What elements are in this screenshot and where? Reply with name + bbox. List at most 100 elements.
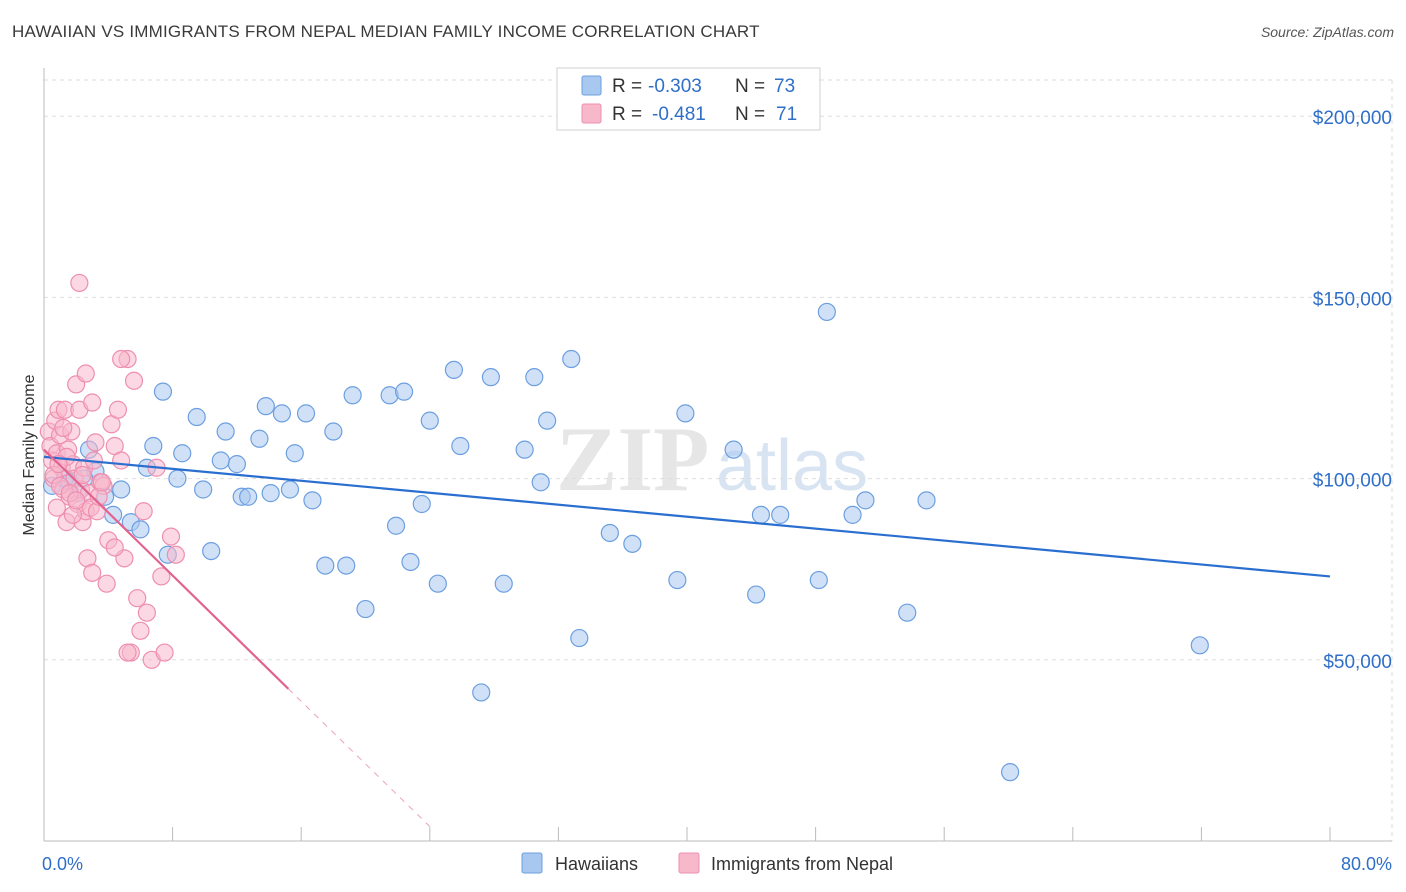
bottom-legend-swatch-hawaiians <box>521 852 543 874</box>
x-tick-label-max: 80.0% <box>1341 854 1392 874</box>
nepal-point <box>86 433 105 452</box>
legend-r-label-2: R = <box>612 104 642 125</box>
watermark-zip: ZIP <box>556 408 709 510</box>
hawaiians-point <box>131 520 150 539</box>
hawaiians-point <box>856 491 875 510</box>
hawaiians-point <box>898 603 917 622</box>
hawaiians-point <box>104 505 123 524</box>
hawaiians-point <box>144 436 163 456</box>
nepal-point <box>67 491 86 510</box>
legend-swatch-hawaiians <box>581 75 602 96</box>
hawaiians-point <box>303 491 322 510</box>
y-tick-label: $50,000 <box>1323 652 1392 673</box>
chart-title: HAWAIIAN VS IMMIGRANTS FROM NEPAL MEDIAN… <box>12 22 760 41</box>
nepal-point <box>112 451 131 470</box>
legend-swatch-nepal <box>581 103 602 124</box>
hawaiians-point <box>316 556 335 575</box>
hawaiians-trend-line <box>43 455 1331 578</box>
hawaiians-point <box>272 404 292 423</box>
nepal-point <box>92 473 111 492</box>
nepal-point <box>118 643 137 662</box>
hawaiians-point <box>1190 636 1209 655</box>
nepal-point <box>134 502 153 521</box>
bottom-legend-swatch-nepal <box>678 852 700 874</box>
hawaiians-point <box>173 444 192 463</box>
hawaiians-point <box>843 505 862 524</box>
hawaiians-point <box>256 397 275 416</box>
source-label: Source: ZipAtlas.com <box>1260 24 1394 40</box>
hawaiians-point <box>531 473 550 492</box>
hawaiians-point <box>494 574 513 593</box>
nepal-point <box>73 465 92 485</box>
hawaiians-point <box>261 484 280 503</box>
hawaiians-point <box>194 480 213 499</box>
axes: $50,000 $100,000 $150,000 $200,000 0.0% 80.0% <box>42 68 1392 874</box>
hawaiians-point <box>515 440 534 459</box>
nepal-trend-line <box>43 448 290 690</box>
nepal-point <box>128 589 147 608</box>
hawaiians-point <box>356 599 375 619</box>
hawaiians-point <box>324 422 343 441</box>
hawaiians-point <box>187 407 206 427</box>
hawaiians-point <box>202 541 221 561</box>
hawaiians-point <box>623 534 642 553</box>
y-tick-label: $200,000 <box>1313 108 1392 129</box>
hawaiians-point <box>112 480 131 499</box>
nepal-point <box>97 574 116 593</box>
hawaiians-point <box>917 491 936 510</box>
nepal-point <box>105 538 124 557</box>
hawaiians-point <box>668 570 687 590</box>
nepal-point <box>124 371 144 390</box>
hawaiians-point <box>1001 763 1020 782</box>
hawaiians-point <box>771 505 790 524</box>
hawaiians-point <box>394 382 414 401</box>
nepal-point <box>47 498 66 517</box>
hawaiians-point <box>239 487 258 506</box>
nepal-point <box>70 273 89 293</box>
hawaiians-point <box>296 404 316 423</box>
hawaiians-point <box>428 574 447 593</box>
hawaiians-point <box>168 469 187 488</box>
hawaiians-point <box>420 411 439 430</box>
nepal-point <box>108 400 128 419</box>
hawaiians-point <box>451 436 470 456</box>
legend-n-label-1: N = <box>735 76 765 97</box>
hawaiians-point <box>401 552 420 572</box>
hawaiians-point <box>809 570 828 590</box>
hawaiians-point <box>343 386 362 405</box>
hawaiians-point <box>227 455 246 474</box>
legend-r-value-1: -0.303 <box>648 76 702 97</box>
correlation-legend: R = -0.303 N = 73 R = -0.481 N = 71 <box>556 67 821 131</box>
hawaiians-point <box>412 494 431 514</box>
hawaiians-point <box>337 556 356 575</box>
hawaiians-point <box>676 404 695 423</box>
hawaiians-point <box>211 451 230 470</box>
nepal-point <box>161 527 181 546</box>
hawaiians-point <box>525 368 544 387</box>
bottom-legend: Hawaiians Immigrants from Nepal <box>521 852 893 874</box>
hawaiians-point <box>386 516 406 535</box>
hawaiians-point <box>472 683 491 702</box>
legend-r-value-2: -0.481 <box>652 104 706 125</box>
nepal-point <box>155 643 174 662</box>
nepal-point <box>112 349 131 369</box>
legend-n-value-1: 73 <box>774 76 795 97</box>
nepal-point <box>131 621 150 640</box>
bottom-legend-hawaiians: Hawaiians <box>555 854 638 874</box>
scatter-points <box>39 273 1209 782</box>
legend-n-value-2: 71 <box>776 104 797 125</box>
legend-r-label-1: R = <box>612 76 642 97</box>
nepal-point <box>54 418 73 437</box>
hawaiians-point <box>285 444 304 463</box>
watermark-atlas: atlas <box>716 426 868 506</box>
hawaiians-point <box>444 360 464 380</box>
nepal-point <box>152 567 171 586</box>
hawaiians-point <box>600 523 619 543</box>
legend-n-label-2: N = <box>735 104 765 125</box>
hawaiians-point <box>747 585 766 604</box>
hawaiians-point <box>570 628 589 648</box>
nepal-point <box>83 563 102 582</box>
hawaiians-point <box>751 505 771 524</box>
nepal-point <box>83 393 102 412</box>
